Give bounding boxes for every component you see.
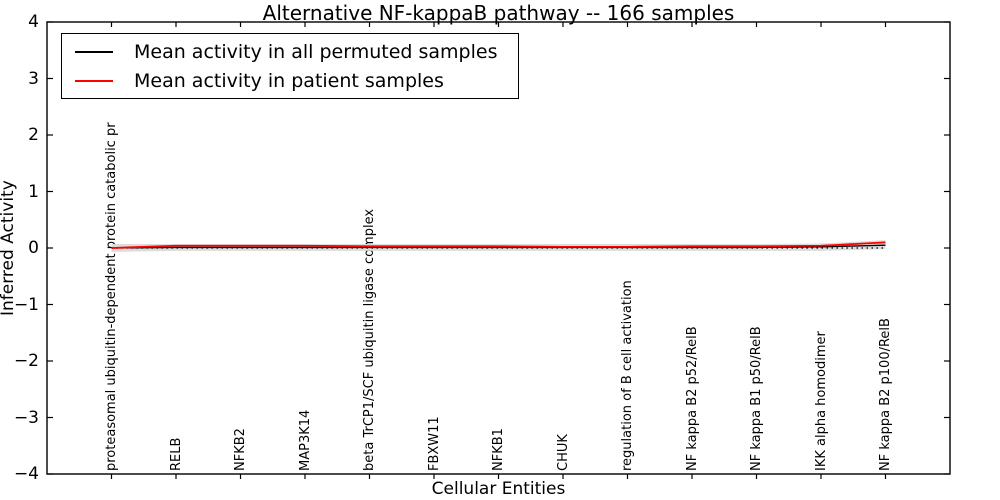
y-tick-label: −2 (13, 351, 39, 371)
chart-title: Alternative NF-kappaB pathway -- 166 sam… (262, 1, 735, 25)
legend-label-permuted: Mean activity in all permuted samples (134, 40, 498, 63)
y-tick-label: 2 (28, 125, 39, 145)
x-tick-label: MAP3K14 (297, 409, 313, 471)
y-tick-label: −4 (13, 464, 39, 484)
confidence-band (111, 240, 886, 252)
x-tick-label: NF kappa B2 p100/RelB (878, 318, 893, 471)
y-tick-label: 3 (28, 68, 39, 89)
permuted-line-sample-icon (75, 50, 113, 53)
y-tick-label: −3 (13, 407, 39, 428)
y-tick-label: −1 (13, 294, 39, 315)
x-tick-label: NFKB2 (233, 428, 248, 471)
x-tick-label: RELB (168, 437, 184, 471)
x-tick-label: regulation of B cell activation (620, 280, 635, 471)
legend: Mean activity in all permuted samples Me… (61, 33, 519, 99)
x-tick-label: NF kappa B1 p50/RelB (749, 326, 764, 471)
legend-item-permuted: Mean activity in all permuted samples (75, 37, 518, 66)
x-tick-label: CHUK (555, 434, 571, 471)
permuted-mean-line (111, 244, 886, 249)
y-tick-label: 4 (28, 12, 39, 32)
x-tick-label: FBXW11 (426, 416, 442, 471)
x-tick-label: proteasomal ubiquitin-dependent protein … (104, 122, 119, 471)
x-tick-label: NF kappa B2 p52/RelB (684, 326, 700, 471)
x-axis-label: Cellular Entities (431, 479, 566, 499)
y-tick-label: 0 (28, 238, 39, 258)
x-tick-label: beta TrCP1/SCF ubiquitin ligase complex (362, 208, 377, 471)
legend-label-patient: Mean activity in patient samples (134, 69, 444, 92)
y-tick-label: 1 (28, 181, 39, 202)
patient-mean-line (111, 241, 886, 249)
patient-line-sample-icon (75, 79, 113, 82)
x-tick-label: NFKB1 (491, 428, 506, 471)
legend-item-patient: Mean activity in patient samples (75, 66, 518, 95)
x-tick-label: IKK alpha homodimer (813, 331, 829, 471)
